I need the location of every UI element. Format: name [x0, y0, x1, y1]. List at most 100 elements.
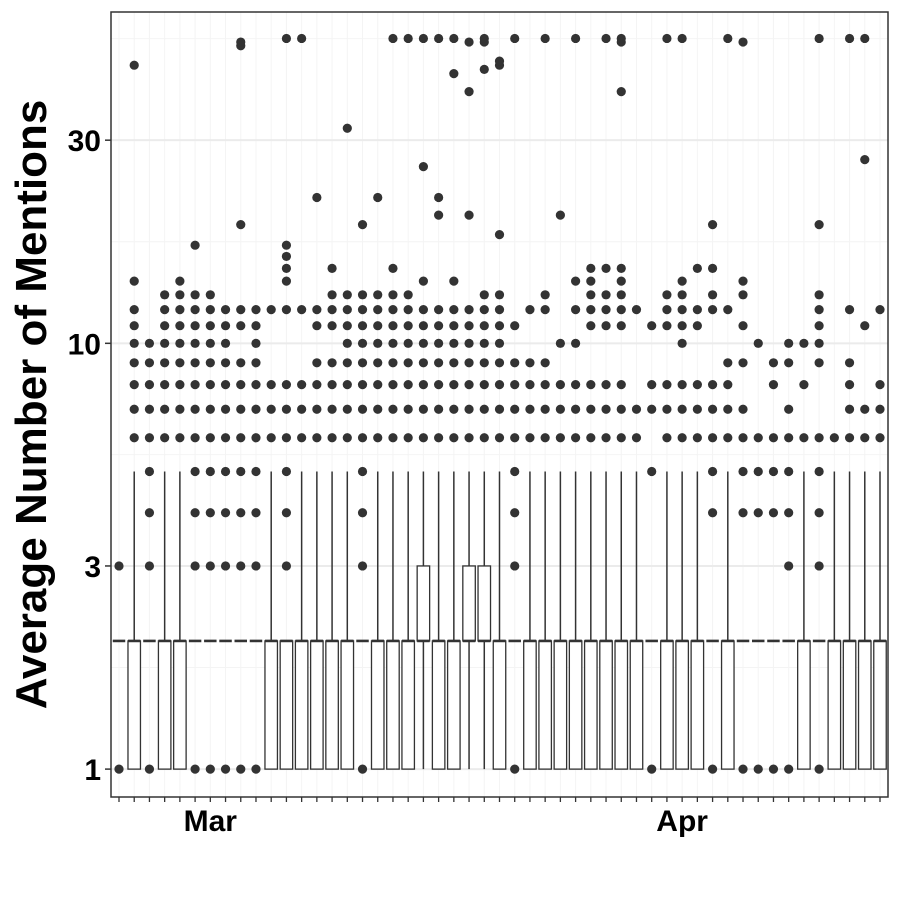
outlier-point [418, 379, 428, 390]
outlier-point [540, 305, 550, 315]
outlier-point [647, 379, 657, 390]
outlier-point [266, 305, 276, 315]
outlier-point [281, 263, 292, 273]
outlier-point [190, 338, 200, 348]
outlier-point [586, 404, 596, 414]
outlier-point [738, 37, 748, 47]
outlier-point [205, 338, 215, 348]
outlier-point [403, 338, 413, 348]
outlier-point [662, 404, 672, 414]
outlier-point [220, 561, 231, 571]
outlier-point [464, 379, 474, 390]
box-2020-03-28 [614, 471, 629, 770]
box-2020-04-12 [842, 471, 857, 770]
outlier-point [494, 290, 505, 300]
box-body [538, 640, 553, 770]
outlier-point [190, 433, 200, 443]
outlier-point [175, 379, 185, 390]
outlier-point [479, 290, 489, 300]
outlier-point [281, 305, 292, 315]
outlier-point [297, 305, 307, 315]
outlier-point [129, 358, 139, 368]
outlier-point [388, 404, 398, 414]
y-tick-label: 30 [68, 125, 101, 158]
outlier-point [236, 561, 246, 571]
outlier-point [540, 404, 550, 414]
outlier-point [860, 33, 870, 44]
outlier-point [251, 338, 261, 348]
outlier-point [768, 466, 779, 477]
outlier-point [281, 466, 292, 477]
outlier-point [342, 290, 352, 300]
outlier-point [768, 379, 779, 390]
outlier-point [251, 764, 261, 774]
outlier-point [799, 433, 809, 443]
box-2020-04-11 [827, 471, 842, 770]
outlier-point [464, 37, 474, 47]
outlier-point [236, 508, 246, 518]
box-2020-02-27 [157, 471, 172, 770]
outlier-point [494, 338, 505, 348]
outlier-point [236, 466, 246, 477]
outlier-points [114, 33, 885, 774]
outlier-point [631, 433, 642, 443]
outlier-point [479, 379, 489, 390]
outlier-point [418, 338, 428, 348]
box-body [675, 640, 690, 770]
outlier-point [205, 433, 215, 443]
outlier-point [175, 358, 185, 368]
box-2020-03-27 [599, 471, 613, 770]
outlier-point [327, 433, 337, 443]
outlier-point [555, 338, 565, 348]
outlier-point [403, 33, 413, 44]
outlier-point [494, 56, 505, 66]
outlier-point [236, 321, 246, 331]
box-body [294, 640, 309, 770]
outlier-point [160, 433, 170, 443]
outlier-point [388, 263, 398, 273]
outlier-point [479, 64, 489, 74]
outlier-point [251, 561, 261, 571]
outlier-point [357, 466, 368, 477]
outlier-point [844, 433, 855, 443]
outlier-point [601, 321, 611, 331]
outlier-point [403, 433, 413, 443]
outlier-point [373, 321, 383, 331]
outlier-point [281, 33, 292, 44]
outlier-point [479, 321, 489, 331]
box-2020-03-25 [568, 471, 583, 770]
outlier-point [571, 338, 581, 348]
axes: 1 3 10 30 Mar Apr [68, 125, 881, 838]
outlier-point [434, 321, 444, 331]
box-2020-03-29 [629, 471, 644, 770]
outlier-point [220, 508, 231, 518]
outlier-point [205, 290, 215, 300]
outlier-point [662, 321, 672, 331]
outlier-point [814, 220, 824, 230]
outlier-point [662, 305, 672, 315]
y-tick-label: 1 [84, 754, 101, 787]
outlier-point [342, 123, 352, 133]
outlier-point [327, 379, 337, 390]
outlier-point [586, 321, 596, 331]
box-2020-03-10 [340, 471, 355, 770]
outlier-point [510, 358, 520, 368]
outlier-point [434, 379, 444, 390]
outlier-point [388, 338, 398, 348]
outlier-point [844, 305, 855, 315]
outlier-point [342, 305, 352, 315]
outlier-point [510, 433, 520, 443]
outlier-point [220, 404, 231, 414]
outlier-point [510, 321, 520, 331]
outlier-point [220, 466, 231, 477]
outlier-point [236, 379, 246, 390]
box-body [720, 640, 735, 770]
outlier-point [236, 37, 246, 47]
box-body [873, 640, 887, 770]
outlier-point [236, 305, 246, 315]
outlier-point [175, 321, 185, 331]
outlier-point [160, 379, 170, 390]
outlier-point [662, 379, 672, 390]
outlier-point [525, 433, 535, 443]
outlier-point [434, 210, 444, 220]
